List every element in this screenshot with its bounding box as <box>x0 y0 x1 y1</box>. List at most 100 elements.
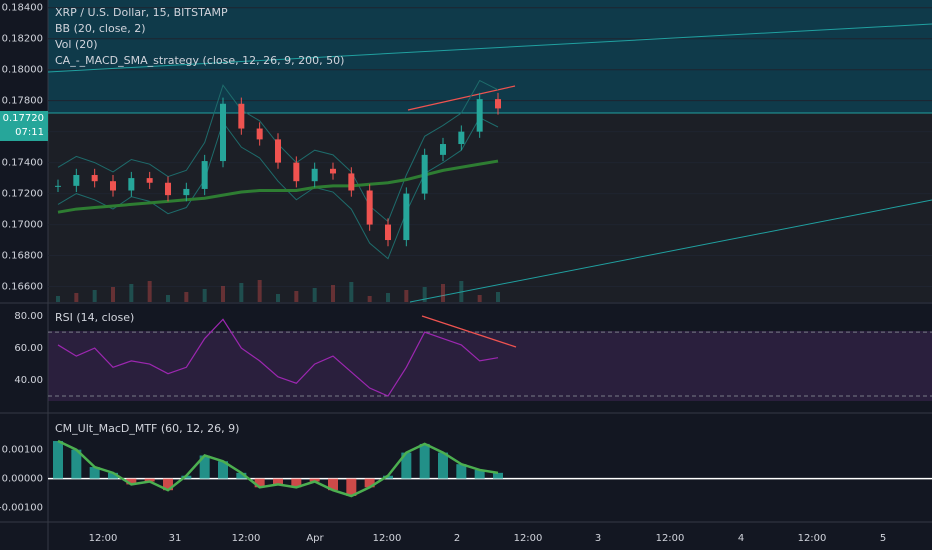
candle-body <box>73 175 80 186</box>
price-tick-label: 0.18400 <box>2 3 43 14</box>
candle-body <box>330 168 336 174</box>
candle-body <box>91 175 98 182</box>
candle-body <box>440 144 446 155</box>
price-badge: 0.17720 07:11 <box>0 111 48 141</box>
time-tick-label: 12:00 <box>373 533 402 544</box>
chart-title: XRP / U.S. Dollar, 15, BITSTAMP <box>55 6 228 19</box>
candle-body <box>458 131 465 145</box>
macd-histogram-bar <box>438 452 448 479</box>
price-tick-label: 0.18200 <box>2 34 43 45</box>
vol-legend[interactable]: Vol (20) <box>55 38 98 51</box>
candle-body <box>275 139 281 163</box>
candle-body <box>55 185 61 187</box>
time-tick-label: 12:00 <box>89 533 118 544</box>
series <box>53 79 503 498</box>
volume-bar <box>129 284 134 302</box>
time-tick-label: 2 <box>454 533 460 544</box>
macd-histogram-bar <box>199 455 210 479</box>
macd-tick-label: 0.00000 <box>2 474 43 485</box>
time-tick-label: 12:00 <box>232 533 261 544</box>
channel-lower-line <box>409 199 932 303</box>
volume-bar <box>92 290 97 302</box>
candle-body <box>476 99 483 132</box>
bb-legend[interactable]: BB (20, close, 2) <box>55 22 146 35</box>
price-badge-timer: 07:11 <box>15 127 44 138</box>
volume-bar <box>184 292 189 302</box>
volume-bar <box>422 287 427 302</box>
macd-histogram-bar <box>346 478 357 496</box>
volume-bar <box>56 296 60 302</box>
volume-bar <box>74 293 79 302</box>
macd-histogram-bar <box>474 469 485 479</box>
price-badge-value: 0.17720 <box>2 113 44 124</box>
macd-histogram-bar <box>53 441 63 479</box>
candle-body <box>366 190 373 225</box>
overlays <box>47 23 932 480</box>
volume-bar <box>111 287 115 302</box>
macd-histogram-bar <box>163 478 173 491</box>
volume-bar <box>404 290 409 302</box>
macd-histogram-bar <box>493 472 503 479</box>
macd-histogram-bar <box>218 461 228 479</box>
macd-line <box>57 439 499 498</box>
macd-histogram-bar <box>291 478 302 488</box>
rsi-tick-label: 60.00 <box>14 343 43 354</box>
candle-body <box>348 173 355 191</box>
volume-bar <box>349 282 354 302</box>
time-tick-label: 3 <box>595 533 601 544</box>
macd-histogram-bar <box>71 449 82 479</box>
price-tick-label: 0.17400 <box>2 158 43 169</box>
price-tick-label: 0.17000 <box>2 220 43 231</box>
time-tick-label: 5 <box>880 533 886 544</box>
candle-body <box>256 128 263 140</box>
candle-body <box>238 103 245 129</box>
time-tick-label: 31 <box>169 533 182 544</box>
price-tick-label: 0.17800 <box>2 96 43 107</box>
candle-body <box>183 188 190 196</box>
volume-bar <box>276 294 280 302</box>
rsi-tick-label: 40.00 <box>14 375 43 386</box>
volume-bar <box>386 293 390 302</box>
rsi-tick-label: 80.00 <box>14 311 43 322</box>
volume-bar <box>147 281 152 302</box>
time-tick-label: 12:00 <box>656 533 685 544</box>
candle-body <box>495 99 501 109</box>
time-tick-label: 12:00 <box>798 533 827 544</box>
channel-upper-line <box>47 23 932 73</box>
price-tick-label: 0.16800 <box>2 251 43 262</box>
volume-bar <box>312 288 317 302</box>
volume-bar <box>257 280 262 302</box>
volume-bar <box>459 281 464 302</box>
divergence-arrow <box>407 85 516 111</box>
volume-bar <box>496 292 500 302</box>
volume-bar <box>441 284 445 302</box>
lower-zone <box>48 113 932 302</box>
strategy-legend[interactable]: CA_-_MACD_SMA_strategy (close, 12, 26, 9… <box>55 54 345 67</box>
volume-bar <box>367 296 372 302</box>
candle-body <box>311 168 318 182</box>
volume-bar <box>294 291 299 302</box>
price-tick-label: 0.17200 <box>2 189 43 200</box>
candle-body <box>110 181 116 191</box>
price-tick-label: 0.16600 <box>2 282 43 293</box>
macd-tick-label: 0.00100 <box>2 445 43 456</box>
candle-body <box>165 182 171 196</box>
rsi-legend[interactable]: RSI (14, close) <box>55 311 135 324</box>
macd-legend[interactable]: CM_Ult_MacD_MTF (60, 12, 26, 9) <box>55 422 240 435</box>
macd-histogram-bar <box>108 472 118 479</box>
rsi-line <box>57 318 499 397</box>
time-tick-label: 12:00 <box>514 533 543 544</box>
volume-bar <box>239 283 244 302</box>
candle-body <box>421 154 428 194</box>
time-tick-label: 4 <box>738 533 744 544</box>
volume-bar <box>221 286 225 302</box>
candle-body <box>293 162 300 182</box>
rsi-zone <box>48 331 932 401</box>
macd-tick-label: -0.00100 <box>0 503 43 514</box>
macd-histogram-bar <box>328 478 338 491</box>
volume-bar <box>477 295 482 302</box>
macd-histogram-bar <box>126 478 137 485</box>
volume-bar <box>202 289 207 302</box>
macd-histogram-bar <box>254 478 265 488</box>
candle-body <box>385 224 391 241</box>
